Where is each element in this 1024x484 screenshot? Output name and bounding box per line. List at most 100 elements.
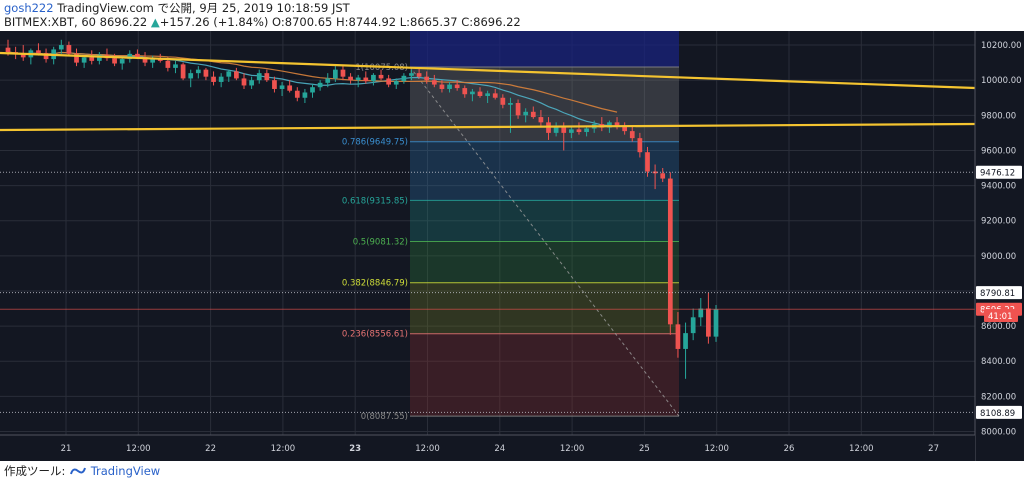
candle-body bbox=[698, 308, 704, 318]
candle-body bbox=[431, 80, 437, 85]
time-tick-label: 27 bbox=[928, 444, 939, 454]
time-tick-label: 25 bbox=[639, 444, 650, 454]
time-tick-label: 12:00 bbox=[126, 444, 151, 454]
resistance-trendline[interactable] bbox=[0, 51, 976, 90]
candle-body bbox=[637, 138, 643, 153]
candle-body bbox=[20, 53, 26, 58]
candle-body bbox=[538, 117, 544, 123]
price-tick-label: 9800.00 bbox=[981, 111, 1016, 121]
ohlc-line: BITMEX:XBT, 60 8696.22 ▲+157.26 (+1.84%)… bbox=[4, 15, 521, 29]
candle-body bbox=[325, 78, 331, 83]
brand-link[interactable]: TradingView bbox=[90, 464, 161, 478]
price-badge-label: 41:01 bbox=[988, 312, 1013, 322]
up-arrow-icon: ▲ bbox=[150, 15, 160, 29]
chart-header: gosh222 TradingView.com で公開, 9月 25, 2019… bbox=[4, 1, 521, 29]
price-tick-label: 8600.00 bbox=[981, 322, 1016, 332]
candle-body bbox=[409, 73, 414, 76]
candle-body bbox=[470, 91, 475, 95]
price-tick-label: 8400.00 bbox=[981, 357, 1016, 367]
time-axis[interactable]: 21 12:00 22 12:00 23 12:00 24 12:00 25 12:00 26 12:… bbox=[0, 434, 975, 461]
price-badge[interactable] bbox=[976, 405, 1022, 419]
time-axis-background bbox=[0, 435, 975, 461]
fibonacci-retracement[interactable]: 1(10075.08) 0.786(9649.75) 0.618(9315.85) 0… bbox=[342, 31, 680, 422]
candle-body bbox=[393, 81, 399, 85]
fib-zone bbox=[410, 241, 679, 283]
price-axis[interactable]: 10200.00 10000.00 9800.00 9600.00 9400.00 920… bbox=[974, 31, 1024, 461]
candle-body bbox=[629, 131, 635, 139]
candle-body bbox=[5, 47, 11, 53]
candle-body bbox=[226, 71, 232, 77]
tradingview-logo-icon bbox=[70, 467, 86, 475]
candle-body bbox=[553, 125, 559, 133]
price-tick-label: 9200.00 bbox=[981, 217, 1016, 227]
candle-body bbox=[43, 52, 49, 60]
chart-background bbox=[0, 31, 1024, 461]
candle-body bbox=[127, 53, 133, 60]
candle-body bbox=[401, 75, 407, 82]
candle-body bbox=[378, 74, 384, 79]
author-name[interactable]: gosh222 bbox=[4, 1, 54, 15]
publish-line: gosh222 TradingView.com で公開, 9月 25, 2019… bbox=[4, 1, 521, 15]
candle-body bbox=[530, 111, 536, 118]
candle-body bbox=[660, 173, 666, 179]
price-tick-label: 9000.00 bbox=[981, 252, 1016, 262]
price-badge[interactable] bbox=[976, 286, 1022, 300]
price-tick-label: 9600.00 bbox=[981, 146, 1016, 156]
candle-body bbox=[584, 128, 589, 132]
candle-body bbox=[302, 92, 308, 98]
footer: 作成ツール: TradingView bbox=[4, 463, 160, 479]
candle-body bbox=[515, 103, 521, 116]
price-badge[interactable] bbox=[976, 165, 1022, 179]
publish-info: TradingView.com で公開, 9月 25, 2019 10:18:5… bbox=[57, 1, 350, 15]
candle-body bbox=[195, 69, 201, 74]
fib-level-label: 0.618(9315.85) bbox=[342, 196, 408, 206]
time-tick-label: 12:00 bbox=[849, 444, 874, 454]
support-trendline[interactable] bbox=[0, 122, 976, 132]
price-tick-label: 8200.00 bbox=[981, 392, 1016, 402]
candlestick-series bbox=[5, 39, 719, 379]
candle-body bbox=[89, 57, 95, 61]
candle-body bbox=[508, 103, 513, 105]
price-tick-label: 9400.00 bbox=[981, 182, 1016, 192]
candle-body bbox=[287, 85, 293, 91]
price-axis-background bbox=[975, 31, 1024, 461]
time-tick-label: 21 bbox=[61, 444, 72, 454]
candle-body bbox=[713, 309, 719, 337]
candle-body bbox=[340, 69, 346, 77]
candle-body bbox=[561, 125, 567, 133]
candle-body bbox=[447, 84, 452, 89]
symbol-label: BITMEX:XBT, 60 bbox=[4, 15, 96, 29]
candle-body bbox=[454, 84, 460, 89]
candle-body bbox=[462, 88, 468, 95]
candle-body bbox=[74, 53, 79, 63]
candle-body bbox=[249, 80, 254, 86]
candle-body bbox=[568, 129, 574, 133]
candle-body bbox=[203, 69, 209, 77]
candle-body bbox=[188, 73, 194, 79]
trendlines[interactable] bbox=[0, 51, 976, 413]
fib-trend-line bbox=[409, 66, 680, 417]
candle-body bbox=[667, 178, 673, 325]
fib-level-label: 0.786(9649.75) bbox=[342, 138, 408, 148]
candle-body bbox=[272, 80, 277, 89]
price-badge[interactable] bbox=[984, 309, 1018, 323]
candle-body bbox=[363, 77, 369, 82]
candle-body bbox=[135, 53, 140, 58]
time-tick-label: 12:00 bbox=[560, 444, 585, 454]
fib-level-label: 0.382(8846.79) bbox=[342, 279, 408, 289]
time-tick-label: 12:00 bbox=[704, 444, 729, 454]
price-chart[interactable]: 1(10075.08) 0.786(9649.75) 0.618(9315.85) 0… bbox=[0, 31, 1024, 461]
candle-body bbox=[355, 77, 361, 81]
candle-body bbox=[416, 73, 422, 77]
grid bbox=[0, 31, 975, 435]
candle-body bbox=[119, 59, 125, 64]
candle-body bbox=[66, 45, 72, 54]
candle-body bbox=[371, 74, 376, 82]
candle-body bbox=[81, 57, 87, 63]
candle-body bbox=[485, 93, 490, 96]
close-label: C: bbox=[461, 15, 474, 29]
price-badge-label: 9476.12 bbox=[980, 169, 1015, 179]
price-tick-label: 10200.00 bbox=[981, 41, 1022, 51]
candle-body bbox=[241, 78, 247, 86]
candle-body bbox=[477, 91, 483, 96]
